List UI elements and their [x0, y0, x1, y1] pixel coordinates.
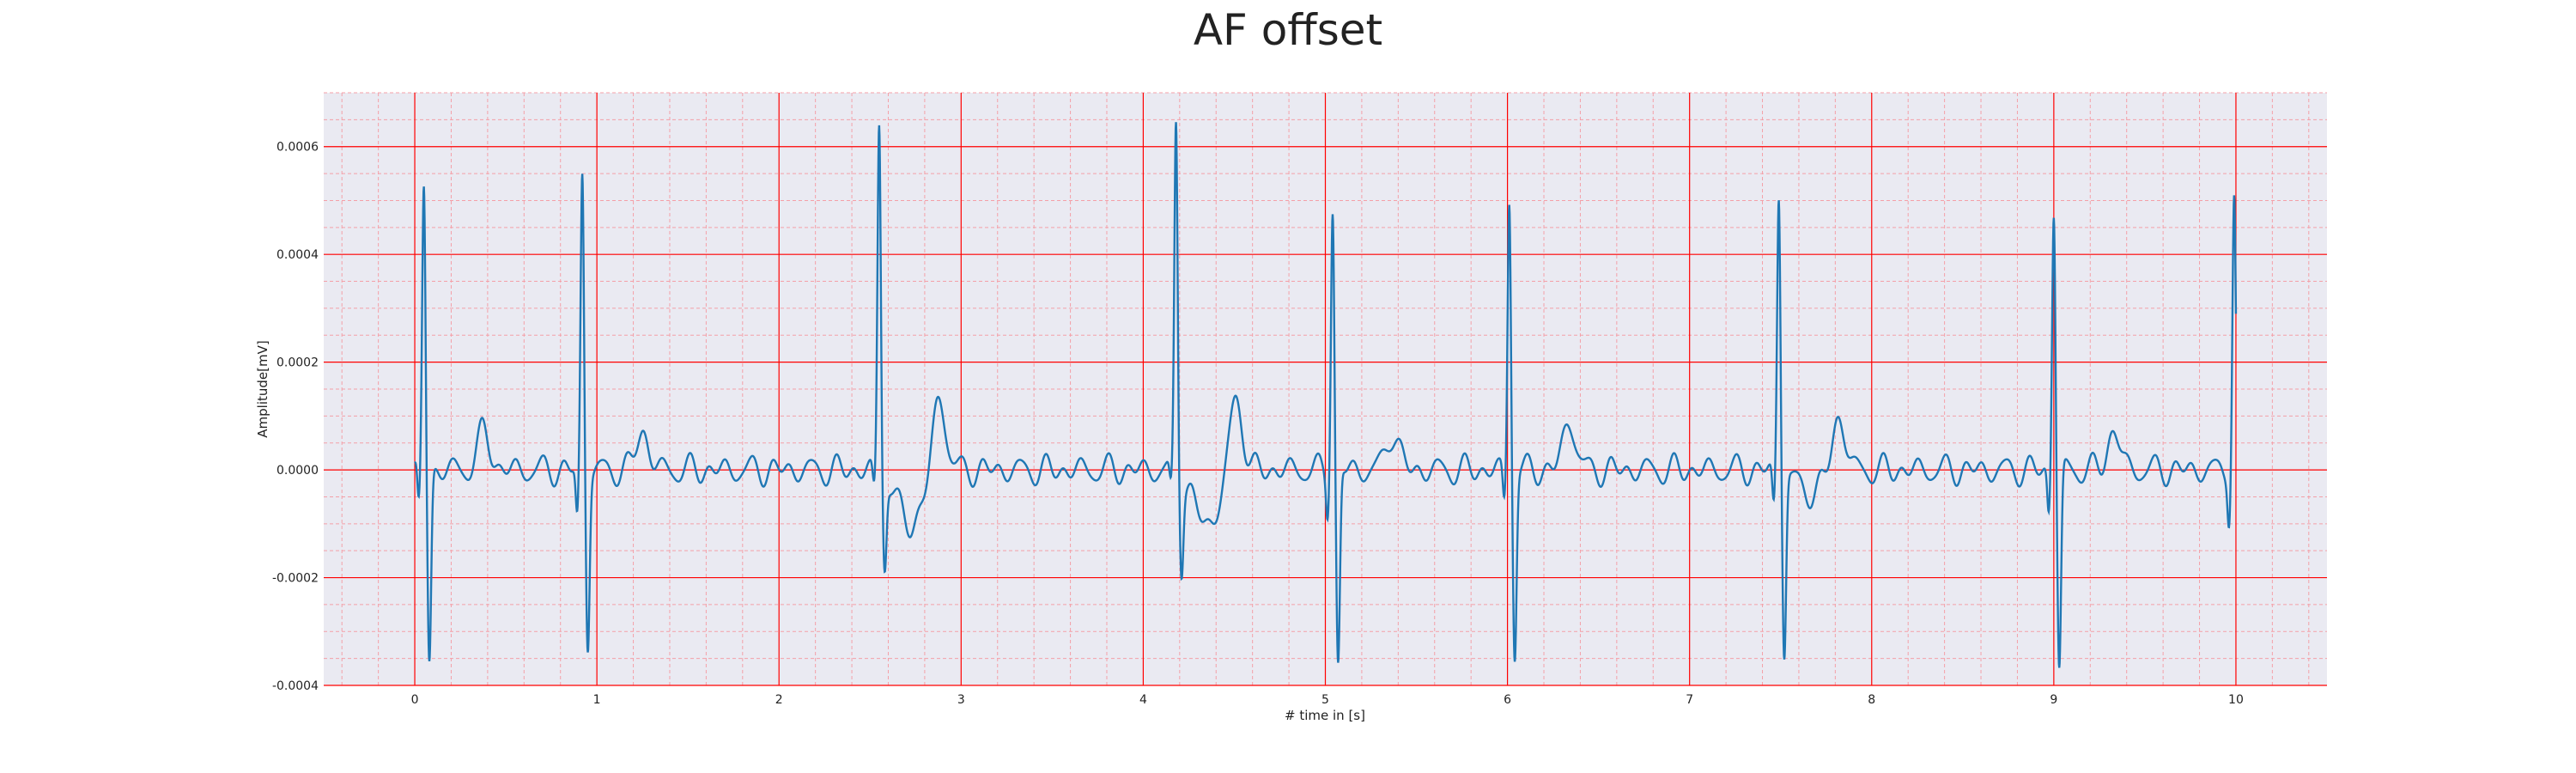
- x-tick-label: 10: [2228, 693, 2244, 707]
- x-tick-label: 2: [775, 693, 783, 707]
- y-tick-label: 0.0000: [276, 464, 319, 478]
- y-axis-ticks: -0.0004 -0.0002 0.0000 0.0002 0.0004 0.0006: [272, 141, 319, 693]
- y-tick-label: 0.0002: [276, 356, 319, 370]
- x-tick-label: 0: [411, 693, 419, 707]
- x-tick-label: 3: [957, 693, 965, 707]
- x-tick-label: 9: [2050, 693, 2057, 707]
- chart-title: AF offset: [1194, 5, 1382, 55]
- y-tick-label: 0.0006: [276, 141, 319, 155]
- x-tick-label: 6: [1504, 693, 1511, 707]
- x-axis-ticks: 0 1 2 3 4 5 6 7 8 9 10: [411, 693, 2244, 707]
- major-grid: [324, 93, 2327, 686]
- minor-grid: [324, 92, 2327, 685]
- x-tick-label: 7: [1686, 693, 1693, 707]
- x-tick-label: 8: [1868, 693, 1875, 707]
- x-tick-label: 5: [1321, 693, 1329, 707]
- y-tick-label: 0.0004: [276, 248, 319, 262]
- y-axis-label: Amplitude[mV]: [255, 340, 270, 437]
- x-axis-label: # time in [s]: [1285, 708, 1365, 723]
- x-tick-label: 4: [1139, 693, 1147, 707]
- y-tick-label: -0.0002: [272, 572, 319, 586]
- y-tick-label: -0.0004: [272, 679, 319, 693]
- ecg-signal-line: [414, 122, 2238, 668]
- x-tick-label: 1: [593, 693, 601, 707]
